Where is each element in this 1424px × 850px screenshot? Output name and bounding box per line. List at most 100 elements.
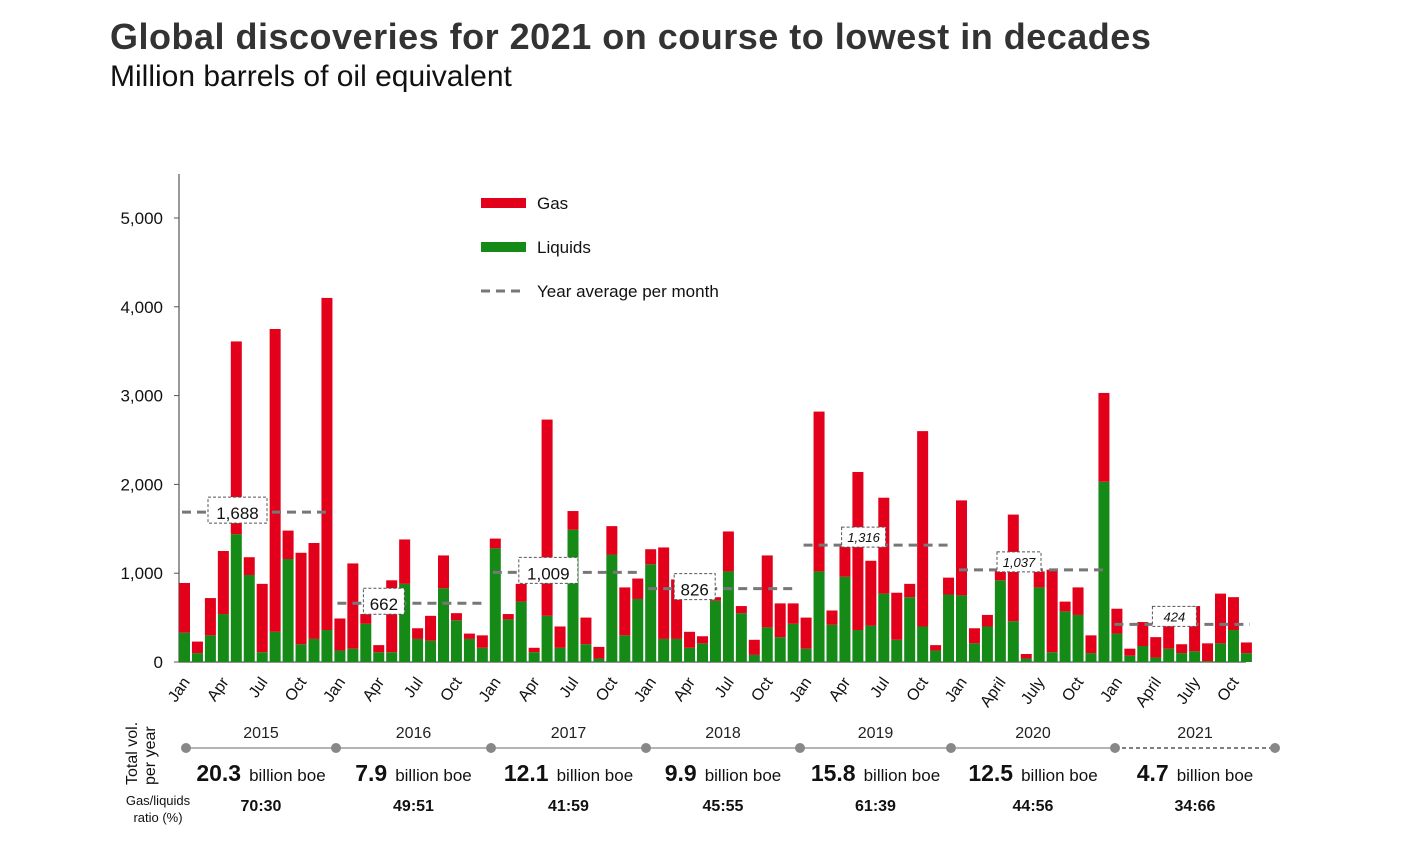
year-total-value: 7.9 — [355, 760, 387, 786]
bar-liquids — [476, 647, 488, 662]
bar-liquids — [671, 638, 683, 662]
x-tick-label: April — [977, 675, 1009, 711]
bar-liquids — [684, 647, 696, 662]
bar-gas — [580, 617, 592, 645]
ratio-row-label: Gas/liquids ratio (%) — [126, 793, 191, 825]
bar-gas — [774, 603, 786, 638]
bar-liquids — [826, 624, 838, 662]
legend-swatch-liquids — [481, 242, 526, 252]
bar-liquids — [1033, 587, 1045, 662]
y-tick-label: 1,000 — [120, 564, 163, 583]
x-tick-label: Apr — [515, 674, 544, 705]
bar-gas — [528, 647, 540, 653]
bar-gas — [412, 628, 424, 639]
bar-gas — [502, 614, 514, 620]
x-tick-label: Jan — [165, 675, 194, 706]
bar-liquids — [1150, 657, 1162, 662]
x-tick-label: Jan — [320, 675, 349, 706]
bar-liquids — [1202, 661, 1214, 662]
bar-gas — [1163, 624, 1175, 649]
x-tick-label: Jul — [867, 675, 893, 702]
y-tick-label: 3,000 — [120, 387, 163, 406]
legend-label-gas: Gas — [537, 194, 568, 213]
bar-gas — [360, 614, 372, 624]
year-average-box — [841, 526, 887, 548]
bar-liquids — [386, 652, 398, 662]
bar-liquids — [425, 640, 437, 662]
bar-gas — [295, 552, 307, 645]
bar-gas — [865, 560, 877, 626]
bar-liquids — [787, 623, 799, 662]
year-average-label: 1,037 — [1003, 555, 1036, 570]
bar-gas — [204, 598, 216, 636]
bar-liquids — [994, 580, 1006, 662]
bar-liquids — [697, 643, 708, 662]
x-tick-label: Jul — [401, 675, 427, 702]
gas-liquids-ratio: 41:59 — [548, 798, 589, 815]
bar-liquids — [334, 650, 346, 662]
bar-gas — [787, 603, 799, 624]
year-total: 12.5 billion boe — [968, 760, 1097, 786]
bar-gas — [1072, 587, 1084, 615]
x-tick-label: Jan — [1097, 675, 1126, 706]
bar-liquids — [373, 652, 385, 662]
bar-liquids — [774, 637, 786, 662]
x-tick-label: Jan — [787, 675, 816, 706]
bar-gas — [1046, 569, 1058, 653]
bar-gas — [191, 641, 203, 654]
bar-gas — [1059, 601, 1071, 612]
bar-gas — [179, 582, 190, 633]
bar-gas — [463, 633, 475, 639]
year-total: 12.1 billion boe — [504, 760, 633, 786]
bar-liquids — [619, 635, 631, 662]
row-label-line: Total vol. — [124, 722, 141, 785]
ratio-label-line: ratio (%) — [133, 810, 182, 825]
bar-gas — [1176, 644, 1188, 654]
y-tick-label: 4,000 — [120, 298, 163, 317]
year-total-value: 20.3 — [196, 760, 241, 786]
bars-group — [179, 297, 1252, 662]
bar-gas — [813, 411, 825, 572]
gas-liquids-ratio: 34:66 — [1175, 798, 1216, 815]
bar-liquids — [1007, 621, 1019, 662]
bar-liquids — [321, 630, 333, 662]
bar-gas — [645, 549, 657, 565]
timeline-year-label: 2016 — [396, 725, 432, 742]
bar-liquids — [930, 650, 942, 662]
bar-liquids — [904, 597, 916, 662]
y-tick-label: 2,000 — [120, 475, 163, 494]
bar-gas — [1189, 606, 1201, 652]
bar-gas — [256, 583, 268, 653]
timeline-dot — [795, 743, 805, 753]
year-total: 9.9 billion boe — [665, 760, 782, 786]
bar-liquids — [347, 648, 359, 662]
bar-gas — [1227, 597, 1239, 631]
year-total: 20.3 billion boe — [196, 760, 325, 786]
year-average-label: 826 — [681, 581, 709, 600]
gas-liquids-ratio: 49:51 — [393, 798, 434, 815]
bar-liquids — [645, 564, 657, 662]
bar-liquids — [1240, 653, 1252, 662]
bar-gas — [476, 635, 488, 648]
bar-gas — [632, 578, 644, 599]
bar-liquids — [438, 588, 449, 662]
timeline-dot — [1270, 743, 1280, 753]
bar-liquids — [658, 638, 670, 662]
timeline-dot — [331, 743, 341, 753]
x-tick-label: April — [1133, 675, 1165, 711]
bar-liquids — [230, 534, 242, 662]
bar-gas — [1137, 622, 1149, 647]
timeline-dot — [486, 743, 496, 753]
year-average-label: 662 — [370, 595, 398, 614]
year-total-unit: billion boe — [395, 766, 472, 785]
gas-liquids-ratio: 70:30 — [241, 798, 282, 815]
bar-liquids — [191, 653, 203, 662]
bar-gas — [1085, 635, 1097, 654]
bar-liquids — [580, 644, 592, 662]
bar-gas — [450, 613, 462, 621]
bar-gas — [891, 592, 903, 640]
bar-liquids — [179, 632, 190, 662]
timeline-year-label: 2015 — [243, 725, 279, 742]
bar-liquids — [852, 630, 864, 662]
